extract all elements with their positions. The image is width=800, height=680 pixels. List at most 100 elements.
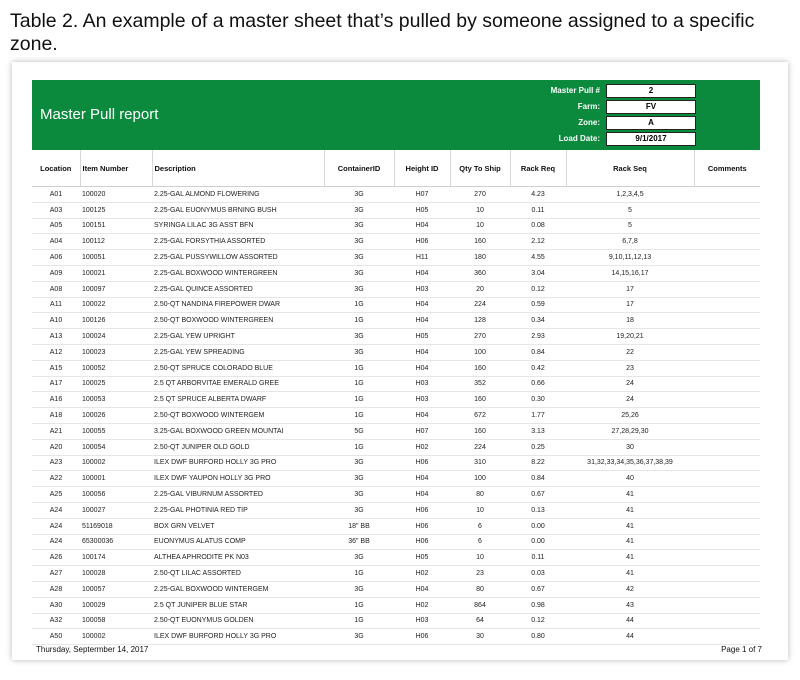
table-row: A25 100056 2.25-GAL VIBURNUM ASSORTED 3G H04… bbox=[32, 486, 760, 503]
table-cell: 180 bbox=[450, 249, 510, 266]
table-cell: A10 bbox=[32, 312, 80, 330]
table-cell: 2.25-GAL YEW UPRIGHT bbox=[152, 328, 324, 345]
table-cell: 41 bbox=[566, 518, 694, 535]
table-cell: A08 bbox=[32, 281, 80, 298]
table-cell: 270 bbox=[450, 186, 510, 203]
table-cell: 3G bbox=[324, 328, 394, 345]
table-cell: 2.50-QT BOXWOOD WINTERGEM bbox=[152, 407, 324, 424]
table-cell: H03 bbox=[394, 613, 450, 630]
table-cell: 18 bbox=[566, 312, 694, 330]
table-cell: 352 bbox=[450, 376, 510, 393]
table-cell bbox=[694, 265, 760, 282]
table-cell: 160 bbox=[450, 233, 510, 251]
table-cell: H04 bbox=[394, 218, 450, 235]
table-cell: H07 bbox=[394, 423, 450, 440]
table-cell: 0.42 bbox=[510, 360, 566, 377]
table-cell: 0.12 bbox=[510, 281, 566, 298]
table-cell: A50 bbox=[32, 628, 80, 646]
table-cell: 2.25-GAL QUINCE ASSORTED bbox=[152, 281, 324, 298]
table-cell: 40 bbox=[566, 470, 694, 488]
table-row: A50 100002 ILEX DWF BURFORD HOLLY 3G PRO 3G… bbox=[32, 628, 760, 646]
table-row: A22 100001 ILEX DWF YAUPON HOLLY 3G PRO 3G H… bbox=[32, 470, 760, 488]
table-cell: 80 bbox=[450, 486, 510, 503]
table-cell: 2.25-GAL BOXWOOD WINTERGEM bbox=[152, 581, 324, 598]
table-cell: 160 bbox=[450, 423, 510, 440]
table-row: A21 100055 3.25-GAL BOXWOOD GREEN MOUNTAI 5… bbox=[32, 423, 760, 440]
table-cell: 10 bbox=[450, 202, 510, 219]
table-cell: H02 bbox=[394, 597, 450, 614]
meta-value: A bbox=[606, 116, 696, 130]
table-cell bbox=[694, 502, 760, 519]
column-header: Rack Req bbox=[509, 150, 566, 187]
table-cell: 0.67 bbox=[510, 581, 566, 598]
table-cell: 128 bbox=[450, 312, 510, 330]
table-cell: 5 bbox=[566, 218, 694, 235]
table-cell: 2.50-QT LILAC ASSORTED bbox=[152, 565, 324, 582]
table-row: A30 100029 2.5 QT JUNIPER BLUE STAR 1G H02 86… bbox=[32, 597, 760, 614]
table-row: A11 100022 2.50-QT NANDINA FIREPOWER DWAR 1… bbox=[32, 297, 760, 314]
table-row: A01 100020 2.25-GAL ALMOND FLOWERING 3G H07 2… bbox=[32, 186, 760, 203]
figure-caption: Table 2. An example of a master sheet th… bbox=[10, 10, 755, 55]
table-cell: 30 bbox=[566, 439, 694, 456]
table-cell: 160 bbox=[450, 360, 510, 377]
table-cell: H06 bbox=[394, 518, 450, 535]
table-cell: 100020 bbox=[80, 186, 152, 203]
table-cell bbox=[694, 312, 760, 330]
table-cell: A26 bbox=[32, 549, 80, 567]
table-cell: ILEX DWF YAUPON HOLLY 3G PRO bbox=[152, 470, 324, 488]
table-cell: 5G bbox=[324, 423, 394, 440]
table-row: A24 51169018 BOX GRN VELVET 18" BB H06 6 0.00 4… bbox=[32, 518, 760, 535]
table-cell: 0.00 bbox=[510, 518, 566, 535]
table-cell: 100151 bbox=[80, 218, 152, 235]
table-cell: H02 bbox=[394, 439, 450, 456]
table-cell: 44 bbox=[566, 628, 694, 646]
table-cell: ILEX DWF BURFORD HOLLY 3G PRO bbox=[152, 455, 324, 472]
table-row: A18 100026 2.50-QT BOXWOOD WINTERGEM 1G H04 6… bbox=[32, 407, 760, 424]
table-cell: 0.00 bbox=[510, 534, 566, 551]
table-cell: 14,15,16,17 bbox=[566, 265, 694, 282]
table-cell: 36" BB bbox=[324, 534, 394, 551]
table-cell: 3G bbox=[324, 233, 394, 251]
table-cell bbox=[694, 628, 760, 646]
table-cell: 2.25-GAL FORSYTHIA ASSORTED bbox=[152, 233, 324, 251]
table-cell: 27,28,29,30 bbox=[566, 423, 694, 440]
table-cell: 0.84 bbox=[510, 344, 566, 361]
table-cell: 100029 bbox=[80, 597, 152, 614]
report-sheet: Master Pull report Master Pull # 2 Farm:… bbox=[12, 62, 788, 660]
table-cell: 100056 bbox=[80, 486, 152, 503]
table-cell: A24 bbox=[32, 534, 80, 551]
table-row: A05 100151 SYRINGA LILAC 3G ASST BFN 3G H04 1… bbox=[32, 218, 760, 235]
table-cell: 3G bbox=[324, 470, 394, 488]
table-cell bbox=[694, 549, 760, 567]
table-cell: 0.80 bbox=[510, 628, 566, 646]
table-cell: 42 bbox=[566, 581, 694, 598]
table-cell bbox=[694, 233, 760, 251]
table-row: A28 100057 2.25-GAL BOXWOOD WINTERGEM 3G H04… bbox=[32, 581, 760, 598]
table-cell: 2.50-QT SPRUCE COLORADO BLUE bbox=[152, 360, 324, 377]
table-cell: A24 bbox=[32, 518, 80, 535]
column-header: Comments bbox=[693, 150, 760, 187]
table-cell: 100002 bbox=[80, 455, 152, 472]
table-cell: EUONYMUS ALATUS COMP bbox=[152, 534, 324, 551]
table-cell: H04 bbox=[394, 360, 450, 377]
table-cell: 100053 bbox=[80, 391, 152, 409]
table-cell: 0.13 bbox=[510, 502, 566, 519]
table-cell: 100002 bbox=[80, 628, 152, 646]
meta-label: Load Date: bbox=[558, 134, 600, 143]
table-cell: H03 bbox=[394, 376, 450, 393]
table-cell: 224 bbox=[450, 297, 510, 314]
table-cell: 1G bbox=[324, 391, 394, 409]
table-cell: 1,2,3,4,5 bbox=[566, 186, 694, 203]
table-cell: A27 bbox=[32, 565, 80, 582]
table-cell: 18" BB bbox=[324, 518, 394, 535]
table-cell: 2.25-GAL BOXWOOD WINTERGREEN bbox=[152, 265, 324, 282]
table-cell: 100097 bbox=[80, 281, 152, 298]
table-cell: ILEX DWF BURFORD HOLLY 3G PRO bbox=[152, 628, 324, 646]
table-cell: A04 bbox=[32, 233, 80, 251]
table-row: A32 100058 2.50-QT EUONYMUS GOLDEN 1G H03 64 0… bbox=[32, 613, 760, 630]
table-cell: 41 bbox=[566, 502, 694, 519]
table-cell: H02 bbox=[394, 565, 450, 582]
table-cell: 65300036 bbox=[80, 534, 152, 551]
table-cell: H06 bbox=[394, 628, 450, 646]
table-cell: 10 bbox=[450, 218, 510, 235]
